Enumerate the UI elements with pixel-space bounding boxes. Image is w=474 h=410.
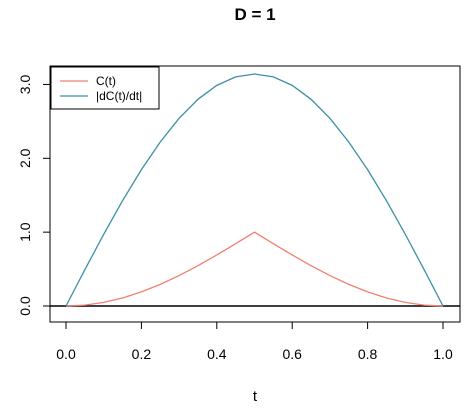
x-tick-label: 0.2 (132, 346, 152, 362)
series-line-1 (65, 73, 444, 307)
x-tick-label: 1.0 (433, 346, 453, 362)
x-tick-label: 0.6 (282, 346, 302, 362)
legend: C(t)|dC(t)/dt| (50, 66, 160, 110)
x-tick-label: 0.8 (358, 346, 378, 362)
x-tick-label: 0.0 (56, 346, 76, 362)
x-tick-label: 0.4 (207, 346, 227, 362)
legend-label-0: C(t) (96, 74, 116, 88)
y-tick-label: 0.0 (17, 296, 33, 316)
y-tick-label: 2.0 (17, 148, 33, 168)
y-tick-label: 1.0 (17, 222, 33, 242)
x-axis-label: t (253, 388, 258, 405)
series-line-0 (65, 231, 444, 307)
legend-label-1: |dC(t)/dt| (96, 89, 142, 103)
y-tick-label: 3.0 (17, 75, 33, 95)
chart-title: D = 1 (234, 5, 275, 24)
x-axis: 0.0 0.2 0.4 0.6 0.8 1.0 (56, 321, 453, 362)
y-axis: 0.0 1.0 2.0 3.0 (17, 75, 51, 316)
legend-box (50, 66, 160, 110)
series-group (65, 73, 444, 307)
